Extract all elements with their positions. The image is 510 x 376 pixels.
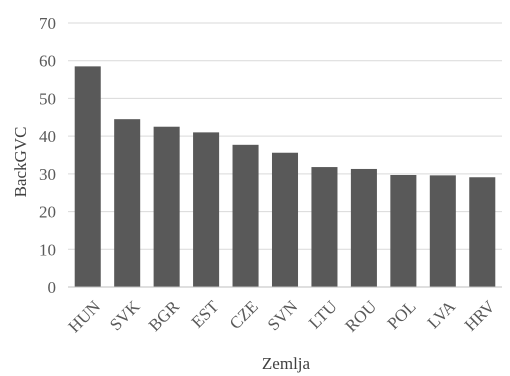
bar-lva bbox=[429, 175, 456, 287]
bar-est bbox=[193, 132, 220, 287]
y-tick-label: 0 bbox=[48, 278, 57, 297]
y-tick-label: 30 bbox=[39, 165, 56, 184]
x-tick-label: SVN bbox=[264, 297, 301, 334]
x-tick-label: LVA bbox=[424, 296, 460, 332]
x-tick-label: LTU bbox=[305, 297, 341, 333]
bars bbox=[74, 66, 496, 288]
y-tick-label: 50 bbox=[39, 89, 56, 108]
bar-svk bbox=[114, 119, 141, 288]
x-axis-title: Zemlja bbox=[262, 354, 311, 373]
bar-bgr bbox=[153, 126, 180, 287]
bar-rou bbox=[350, 168, 377, 287]
x-tick-label: HUN bbox=[65, 297, 104, 336]
bar-cze bbox=[232, 144, 259, 287]
y-tick-label: 20 bbox=[39, 203, 56, 222]
bar-hrv bbox=[469, 177, 496, 287]
bar-svn bbox=[271, 152, 299, 287]
y-tick-label: 40 bbox=[39, 127, 56, 146]
bar-hun bbox=[74, 66, 101, 287]
x-axis-ticks: HUN SVK BGR EST CZE SVN LTU ROU POL LVA HRV bbox=[65, 296, 500, 336]
x-tick-label: BGR bbox=[145, 296, 184, 335]
y-axis-title: BackGVC bbox=[11, 127, 30, 198]
x-tick-label: SVK bbox=[106, 296, 144, 334]
y-tick-label: 70 bbox=[39, 14, 56, 33]
y-axis-ticks: 0 10 20 30 40 50 60 70 bbox=[39, 14, 56, 297]
y-tick-label: 10 bbox=[39, 240, 56, 259]
bar-ltu bbox=[311, 167, 338, 287]
x-tick-label: HRV bbox=[461, 296, 499, 334]
x-tick-label: CZE bbox=[226, 297, 262, 333]
x-tick-label: EST bbox=[188, 296, 223, 331]
bar-pol bbox=[390, 174, 417, 287]
x-tick-label: POL bbox=[384, 297, 420, 333]
y-tick-label: 60 bbox=[39, 52, 56, 71]
x-tick-label: ROU bbox=[341, 297, 380, 336]
